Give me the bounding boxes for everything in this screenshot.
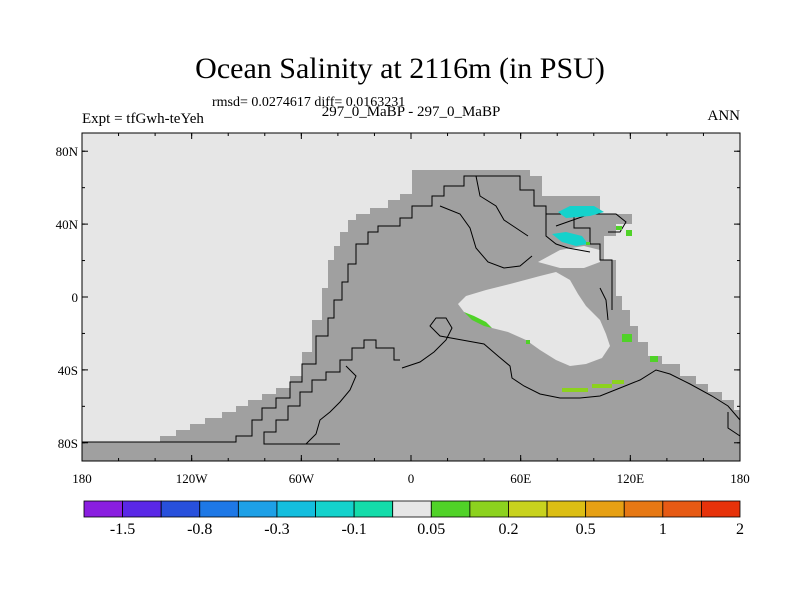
x-tick-label: 60W [289, 471, 315, 486]
experiment-label: Expt = tfGwh-teYeh [82, 111, 204, 127]
season-label: ANN [707, 108, 741, 124]
colorbar-swatch [392, 500, 432, 518]
colorbar-swatch [199, 500, 239, 518]
colorbar-swatch [508, 500, 548, 518]
x-tick-label: 180 [72, 471, 92, 486]
colorbar-label: 1 [659, 521, 667, 538]
colorbar-swatch [353, 500, 394, 518]
colorbar-label: 0.2 [498, 521, 518, 538]
colorbar-swatch [315, 500, 355, 518]
y-tick-label: 0 [72, 290, 79, 305]
y-tick-label: 40N [56, 217, 79, 232]
colorbar: -1.5 -0.8 -0.3 -0.1 0.05 0.2 0.5 1 2 [83, 500, 744, 538]
y-tick-label: 40S [58, 363, 78, 378]
x-tick-label: 60E [510, 471, 531, 486]
colorbar-swatch [662, 500, 702, 518]
colorbar-label: 0.5 [576, 521, 596, 538]
colorbar-swatch [430, 500, 471, 518]
colorbar-label: 2 [736, 521, 744, 538]
anomaly-patches [464, 206, 658, 392]
colorbar-swatch [237, 500, 278, 518]
y-tick-label: 80N [56, 144, 79, 159]
coastlines [82, 175, 741, 445]
colorbar-label: -0.3 [264, 521, 289, 538]
x-tick-label: 180 [730, 471, 750, 486]
x-tick-label: 120E [617, 471, 645, 486]
chart-title: Ocean Salinity at 2116m (in PSU) [195, 52, 605, 85]
stats-label: rmsd= 0.0274617 diff= 0.0163231 [212, 95, 406, 110]
colorbar-label: -0.8 [187, 521, 212, 538]
comparison-label: 297_0_MaBP - 297_0_MaBP [321, 104, 501, 120]
colorbar-swatch [122, 500, 162, 518]
colorbar-swatch [623, 500, 664, 518]
colorbar-swatch [83, 500, 123, 518]
colorbar-swatch [701, 500, 741, 518]
axis-ticks: 180 120W 60W 0 60E 120E 180 80N 40N 0 40S 80S [56, 133, 750, 486]
colorbar-label: -0.1 [341, 521, 366, 538]
x-tick-label: 0 [408, 471, 415, 486]
colorbar-swatch [160, 500, 201, 518]
colorbar-label: -1.5 [110, 521, 135, 538]
colorbar-swatch [276, 500, 316, 518]
colorbar-swatch [469, 500, 509, 518]
colorbar-swatch [546, 500, 587, 518]
colorbar-swatch [585, 500, 625, 518]
inner-landmass [458, 272, 610, 366]
x-tick-label: 120W [176, 471, 209, 486]
colorbar-label: 0.05 [417, 521, 445, 538]
y-tick-label: 80S [58, 436, 78, 451]
